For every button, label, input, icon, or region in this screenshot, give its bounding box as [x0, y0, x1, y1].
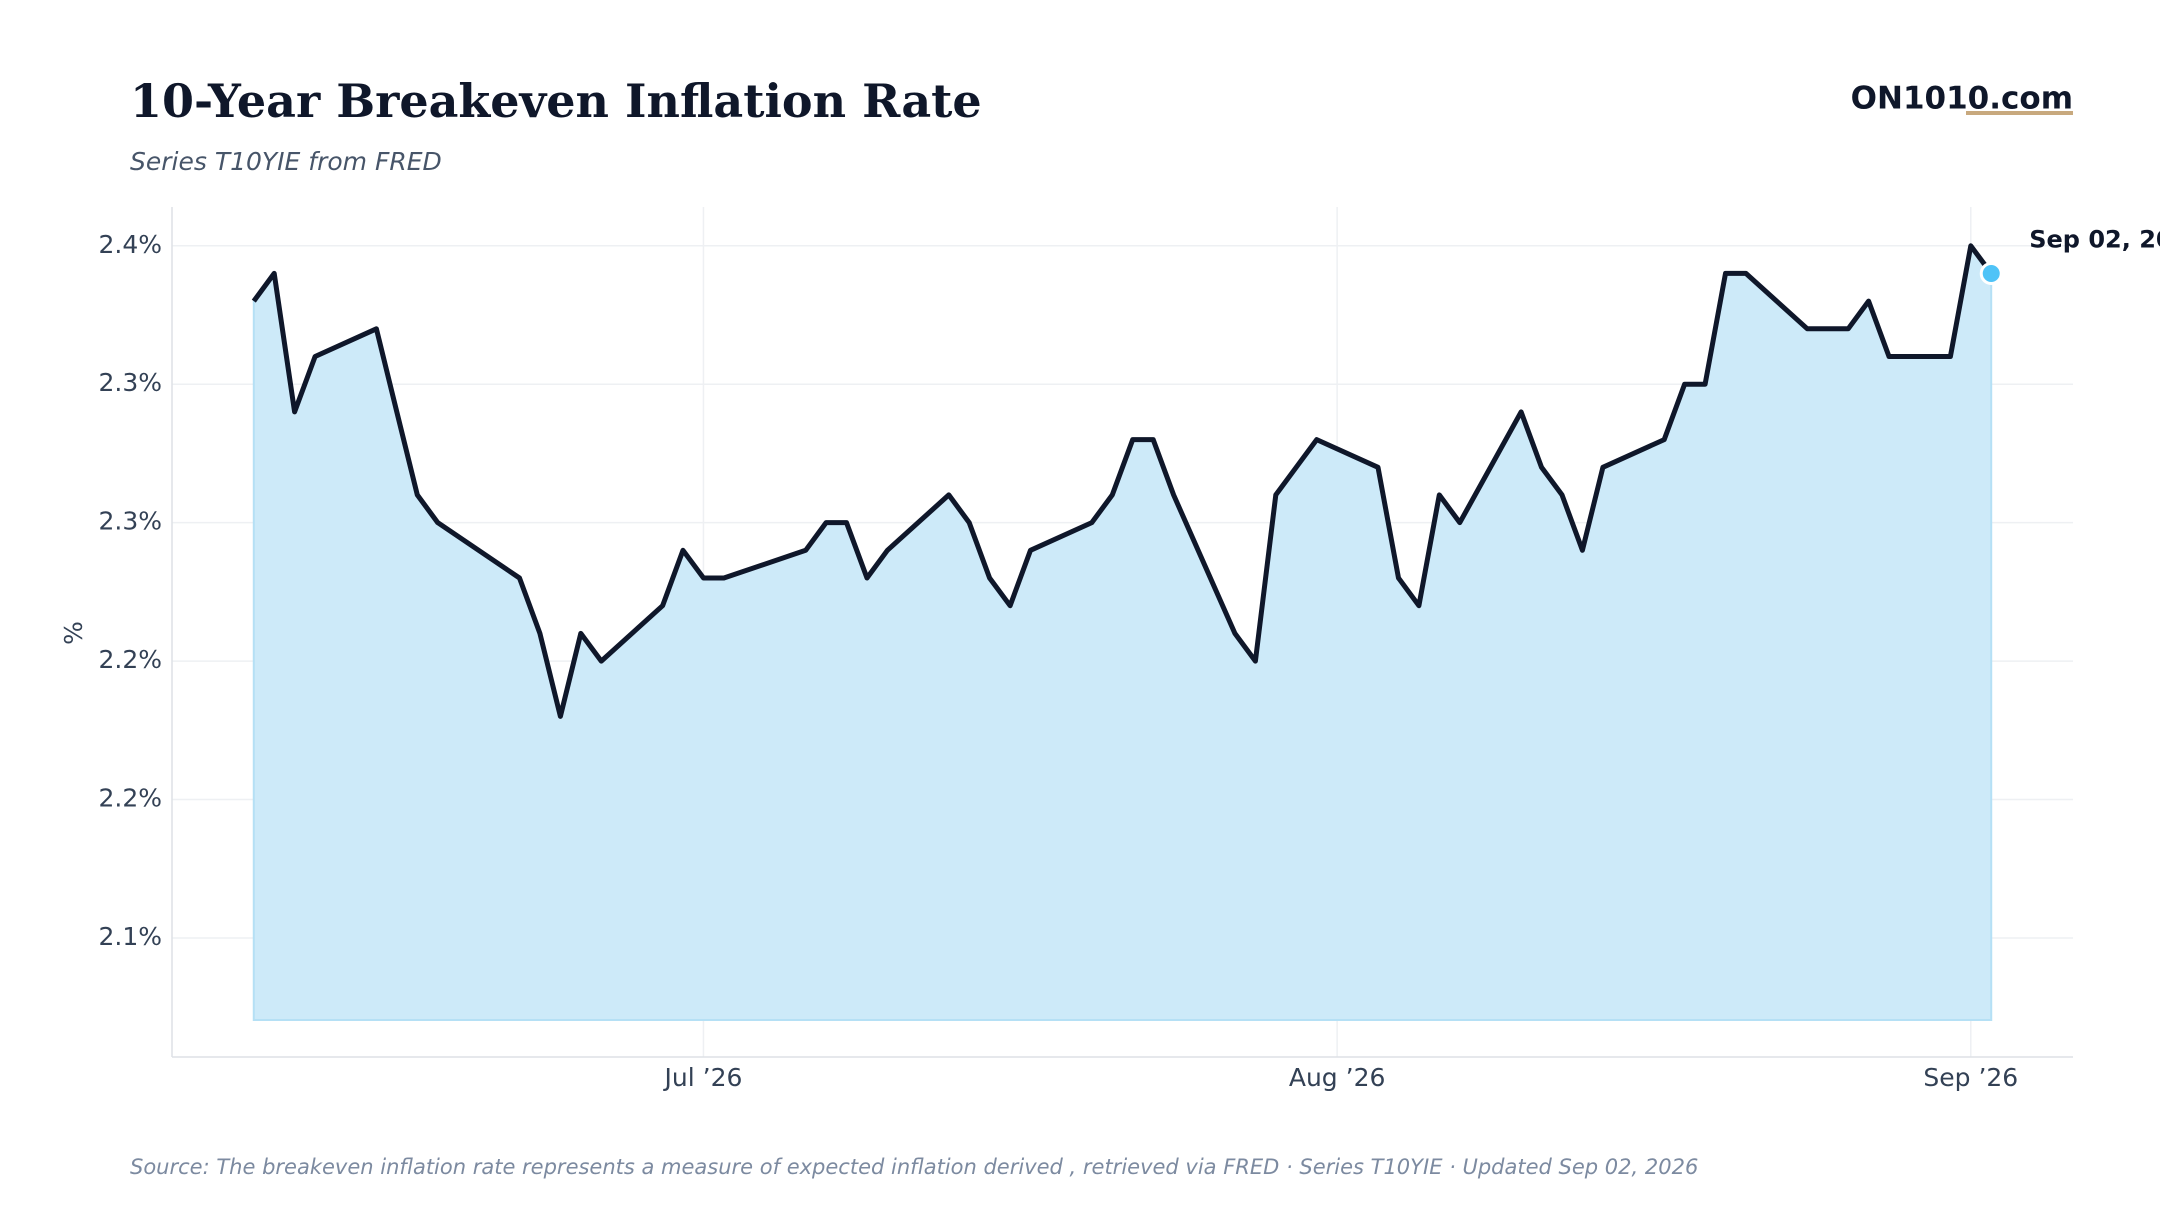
annotation: Sep 02, 2026	[2029, 225, 2160, 253]
last-point	[1979, 261, 2003, 285]
y-tick-label: 2.4%	[98, 230, 162, 259]
x-tick-label: Sep ’26	[1923, 1063, 2018, 1092]
x-tick-label: Jul ’26	[663, 1063, 743, 1092]
y-tick-label: 2.3%	[98, 507, 162, 536]
chart-subtitle: Series T10YIE from FRED	[130, 147, 442, 176]
line	[251, 243, 1994, 719]
y-tick-label: 2.2%	[98, 784, 162, 813]
brand: ON1010.com	[1851, 81, 2073, 117]
y-tick-label: 2.3%	[98, 368, 162, 397]
source-note: Source: The breakeven inflation rate rep…	[130, 1155, 1698, 1179]
y-tick-label: 2.1%	[98, 922, 162, 951]
area	[252, 243, 1993, 1021]
chart-title: 10-Year Breakeven Inflation Rate	[130, 74, 982, 128]
y-axis-label: %	[59, 621, 88, 645]
y-tick-label: 2.2%	[98, 645, 162, 674]
x-tick-label: Aug ’26	[1289, 1063, 1386, 1092]
